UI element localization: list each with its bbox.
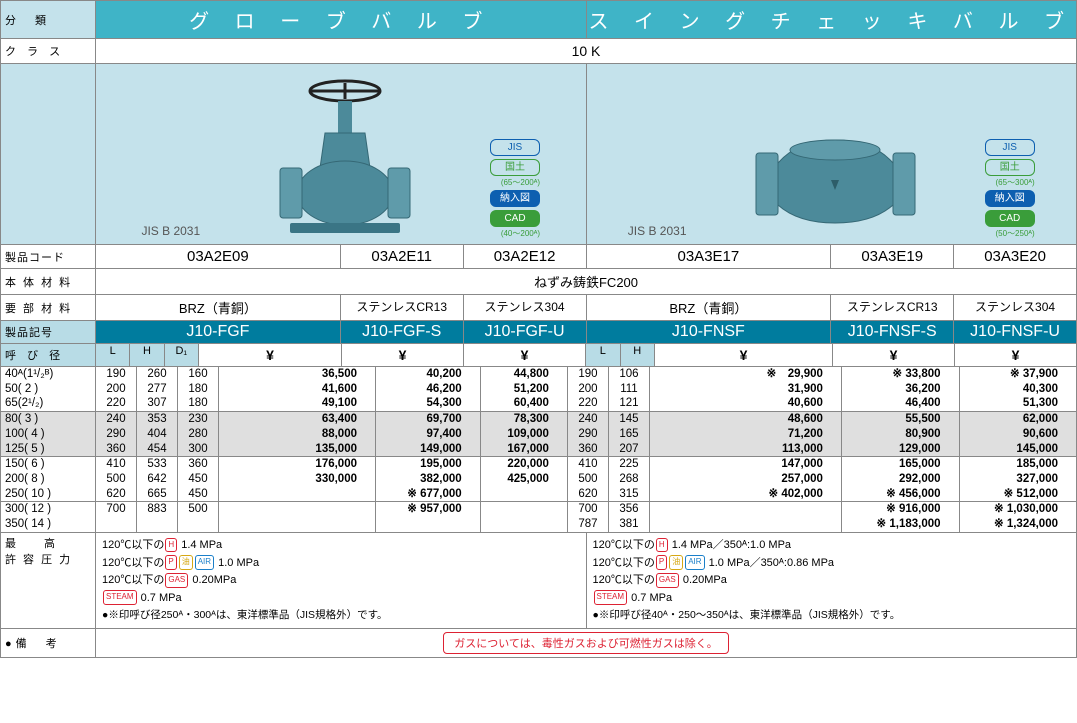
yen-r1: ¥ (833, 344, 955, 366)
pc-4: 03A3E19 (831, 245, 954, 268)
pm-r1: ステンレスCR13 (831, 295, 954, 320)
row-part-material: 要 部 材 料 BRZ（青銅） ステンレスCR13 ステンレス304 BRZ（青… (1, 295, 1076, 321)
pc-1: 03A2E11 (341, 245, 464, 268)
yen-l2: ¥ (464, 344, 586, 366)
badge-nounyuzu-r: 納入図 (985, 190, 1035, 207)
row-data-table: 40ᴬ(1¹/₂ᴮ)19026016036,50040,20044,800190… (1, 367, 1076, 533)
label-remarks: ●備 考 (1, 629, 96, 657)
badge-jis-r: JIS (985, 139, 1035, 156)
swing-check-valve-icon (753, 128, 918, 238)
category-right: ス イ ン グ チ ェ ッ キ バ ル ブ (587, 1, 1077, 38)
label-class: ク ラ ス (1, 39, 96, 63)
label-part-mat: 要 部 材 料 (1, 295, 96, 320)
badge-kokudo: 国土 (490, 159, 540, 176)
cad-left-sub: (40〜200ᴬ) (501, 230, 540, 238)
spec-table: 分 類 グ ロ ー ブ バ ル ブ ス イ ン グ チ ェ ッ キ バ ル ブ … (0, 0, 1077, 658)
row-body-material: 本 体 材 料 ねずみ鋳鉄FC200 (1, 269, 1076, 295)
yen-l1: ¥ (342, 344, 464, 366)
row-category: 分 類 グ ロ ー ブ バ ル ブ ス イ ン グ チ ェ ッ キ バ ル ブ (1, 1, 1076, 39)
row-shape: 形 状 JIS B 2031 JIS 国土 (1, 64, 1076, 245)
badge-jis: JIS (490, 139, 540, 156)
label-category: 分 類 (1, 1, 96, 38)
pm-l1: ステンレスCR13 (341, 295, 464, 320)
label-shape: 形 状 (1, 64, 96, 244)
pm-r2: ステンレス304 (954, 295, 1076, 320)
pm-l0: BRZ（青銅） (96, 295, 341, 320)
dim-hdr-right: L H (586, 344, 655, 366)
badge-cad-r: CAD (985, 210, 1035, 227)
badge-cad: CAD (490, 210, 540, 227)
row-remarks: ●備 考 ガスについては、毒性ガスおよび可燃性ガスは除く。 (1, 629, 1076, 657)
cad-right-sub: (50〜250ᴬ) (996, 230, 1035, 238)
gas-warning: ガスについては、毒性ガスおよび可燃性ガスは除く。 (443, 632, 728, 654)
class-value: 10 K (96, 39, 1076, 63)
jis-left: JIS B 2031 (141, 224, 200, 238)
row-product-code: 製品コード 03A2E09 03A2E11 03A2E12 03A3E17 03… (1, 245, 1076, 269)
pressure-left: 120℃以下のH 1.4 MPa120℃以下のP油AIR 1.0 MPa120℃… (96, 533, 587, 628)
spec-data-table: 40ᴬ(1¹/₂ᴮ)19026016036,50040,20044,800190… (1, 367, 1076, 532)
m-r2: J10-FNSF-U (954, 321, 1076, 343)
kokudo-right-sub: (65〜300ᴬ) (996, 179, 1035, 187)
m-r0: J10-FNSF (587, 321, 832, 343)
label-prod-sym: 製品記号 (1, 321, 96, 343)
badge-col-left: JIS 国土 (65〜200ᴬ) 納入図 CAD (40〜200ᴬ) (490, 139, 540, 238)
kokudo-left-sub: (65〜200ᴬ) (501, 179, 540, 187)
label-nominal: 呼 び 径 (1, 344, 96, 366)
m-l2: J10-FGF-U (464, 321, 587, 343)
pc-0: 03A2E09 (96, 245, 341, 268)
pm-r0: BRZ（青銅） (587, 295, 832, 320)
m-r1: J10-FNSF-S (831, 321, 954, 343)
jis-right: JIS B 2031 (628, 224, 687, 238)
badge-nounyuzu: 納入図 (490, 190, 540, 207)
label-product-code: 製品コード (1, 245, 96, 268)
body-mat: ねずみ鋳鉄FC200 (96, 269, 1076, 294)
category-left: グ ロ ー ブ バ ル ブ (96, 1, 587, 38)
globe-valve-icon (275, 73, 415, 238)
m-l1: J10-FGF-S (341, 321, 464, 343)
row-product-symbol: 製品記号 J10-FGF J10-FGF-S J10-FGF-U J10-FNS… (1, 321, 1076, 344)
label-pressure: 最 高 許 容 圧 力 (1, 533, 96, 628)
pc-2: 03A2E12 (464, 245, 587, 268)
yen-l0: ¥ (199, 344, 342, 366)
shape-left: JIS B 2031 JIS 国土 (65〜200ᴬ) (96, 64, 587, 244)
m-l0: J10-FGF (96, 321, 341, 343)
label-body-mat: 本 体 材 料 (1, 269, 96, 294)
row-dim-header: 呼 び 径 L H D₁ ¥ ¥ ¥ L H ¥ ¥ ¥ (1, 344, 1076, 367)
yen-r0: ¥ (655, 344, 833, 366)
shape-right: JIS B 2031 JIS 国土 (65〜300ᴬ) 納入図 CAD (50〜… (587, 64, 1077, 244)
pc-3: 03A3E17 (587, 245, 832, 268)
row-pressure: 最 高 許 容 圧 力 120℃以下のH 1.4 MPa120℃以下のP油AIR… (1, 533, 1076, 629)
pm-l2: ステンレス304 (464, 295, 587, 320)
badge-col-right: JIS 国土 (65〜300ᴬ) 納入図 CAD (50〜250ᴬ) (985, 139, 1035, 238)
yen-r2: ¥ (955, 344, 1076, 366)
badge-kokudo-r: 国土 (985, 159, 1035, 176)
dim-hdr-left: L H D₁ (96, 344, 199, 366)
pc-5: 03A3E20 (954, 245, 1076, 268)
row-class: ク ラ ス 10 K (1, 39, 1076, 64)
pressure-right: 120℃以下のH 1.4 MPa／350ᴬ:1.0 MPa120℃以下のP油AI… (587, 533, 1077, 628)
